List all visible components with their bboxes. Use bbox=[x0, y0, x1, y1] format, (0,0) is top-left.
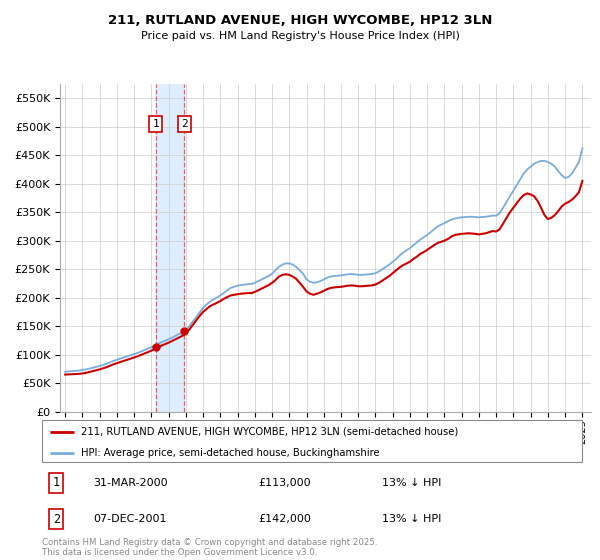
Text: 07-DEC-2001: 07-DEC-2001 bbox=[94, 514, 167, 524]
Text: 13% ↓ HPI: 13% ↓ HPI bbox=[382, 514, 442, 524]
Text: 13% ↓ HPI: 13% ↓ HPI bbox=[382, 478, 442, 488]
Text: 211, RUTLAND AVENUE, HIGH WYCOMBE, HP12 3LN: 211, RUTLAND AVENUE, HIGH WYCOMBE, HP12 … bbox=[108, 14, 492, 27]
Text: Price paid vs. HM Land Registry's House Price Index (HPI): Price paid vs. HM Land Registry's House … bbox=[140, 31, 460, 41]
Text: 2: 2 bbox=[181, 119, 188, 129]
Text: 211, RUTLAND AVENUE, HIGH WYCOMBE, HP12 3LN (semi-detached house): 211, RUTLAND AVENUE, HIGH WYCOMBE, HP12 … bbox=[81, 427, 458, 437]
Text: Contains HM Land Registry data © Crown copyright and database right 2025.
This d: Contains HM Land Registry data © Crown c… bbox=[42, 538, 377, 557]
Text: 1: 1 bbox=[53, 476, 60, 489]
Text: HPI: Average price, semi-detached house, Buckinghamshire: HPI: Average price, semi-detached house,… bbox=[81, 448, 380, 458]
FancyBboxPatch shape bbox=[42, 420, 582, 462]
Text: £142,000: £142,000 bbox=[258, 514, 311, 524]
Text: £113,000: £113,000 bbox=[258, 478, 311, 488]
Bar bbox=[155, 84, 184, 412]
Text: 2: 2 bbox=[53, 512, 60, 525]
Text: 1: 1 bbox=[152, 119, 159, 129]
Text: 31-MAR-2000: 31-MAR-2000 bbox=[94, 478, 168, 488]
